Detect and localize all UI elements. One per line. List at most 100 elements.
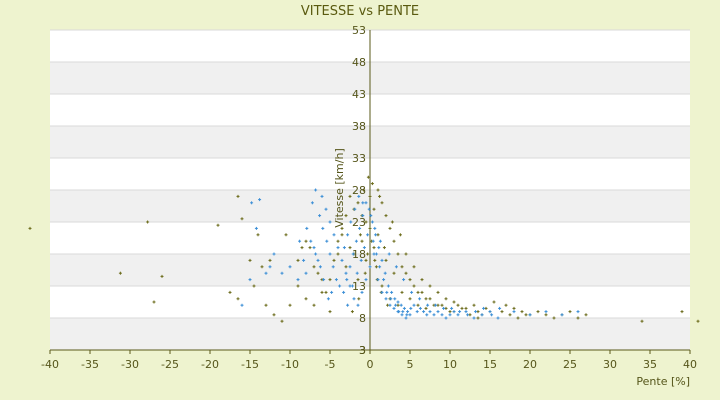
data-point (568, 310, 572, 314)
data-point (426, 303, 430, 307)
data-point (422, 310, 426, 314)
data-point (314, 188, 318, 192)
data-point (300, 246, 304, 250)
data-point (280, 319, 284, 323)
data-point (380, 290, 384, 294)
data-point (516, 316, 520, 320)
data-point (366, 175, 370, 179)
data-point (216, 223, 220, 227)
data-point (440, 313, 444, 317)
data-point (280, 271, 284, 275)
data-point (349, 220, 353, 224)
data-point (236, 194, 240, 198)
data-point (336, 252, 340, 256)
data-point (318, 214, 322, 218)
data-point (400, 265, 404, 269)
data-point (402, 278, 406, 282)
data-point (321, 226, 325, 230)
data-point (508, 313, 512, 317)
data-point (328, 220, 332, 224)
data-point (584, 313, 588, 317)
data-point (450, 306, 454, 310)
data-point (377, 246, 381, 250)
data-point (324, 207, 328, 211)
data-point (418, 297, 422, 301)
data-point (424, 297, 428, 301)
data-point (490, 313, 494, 317)
data-point (399, 303, 403, 307)
data-point (345, 278, 349, 282)
data-point (342, 246, 346, 250)
x-tick-label: 15 (483, 358, 497, 371)
data-point (314, 252, 318, 256)
data-point (696, 319, 700, 323)
data-point (392, 239, 396, 243)
data-point (415, 310, 419, 314)
data-point (458, 310, 462, 314)
data-point (340, 233, 344, 237)
data-point (350, 310, 354, 314)
data-points (28, 175, 700, 323)
data-point (364, 220, 368, 224)
y-tick-label: 43 (352, 88, 366, 101)
data-point (252, 284, 256, 288)
data-point (406, 310, 410, 314)
data-point (344, 271, 348, 275)
data-point (353, 207, 357, 211)
data-point (394, 303, 398, 307)
x-tick-label: 20 (523, 358, 537, 371)
data-point (312, 303, 316, 307)
data-point (320, 290, 324, 294)
data-point (500, 310, 504, 314)
data-point (474, 310, 478, 314)
data-point (374, 233, 378, 237)
data-point (398, 233, 402, 237)
data-point (336, 239, 340, 243)
data-point (416, 290, 420, 294)
data-point (260, 265, 264, 269)
data-point (456, 313, 460, 317)
data-point (356, 201, 360, 205)
data-point (284, 233, 288, 237)
data-point (372, 246, 376, 250)
data-point (356, 303, 360, 307)
y-tick-label: 8 (359, 312, 366, 325)
data-point (340, 226, 344, 230)
data-point (482, 306, 486, 310)
data-point (408, 278, 412, 282)
data-point (338, 284, 342, 288)
data-point (348, 246, 352, 250)
data-point (389, 297, 393, 301)
data-point (308, 246, 312, 250)
x-tick-label: 35 (643, 358, 657, 371)
data-point (334, 278, 338, 282)
data-point (370, 220, 374, 224)
data-point (544, 313, 548, 317)
data-point (384, 297, 388, 301)
data-point (444, 297, 448, 301)
data-point (396, 300, 400, 304)
data-point (312, 265, 316, 269)
data-point (436, 310, 440, 314)
data-point (512, 306, 516, 310)
data-point (368, 194, 372, 198)
data-point (346, 303, 350, 307)
data-point (390, 220, 394, 224)
data-point (444, 316, 448, 320)
data-point (344, 265, 348, 269)
data-point (356, 278, 360, 282)
data-point (424, 306, 428, 310)
data-point (310, 201, 314, 205)
data-point (448, 313, 452, 317)
data-point (316, 271, 320, 275)
data-point (325, 239, 329, 243)
y-tick-label: 3 (359, 344, 366, 357)
data-point (383, 271, 387, 275)
data-point (160, 274, 164, 278)
data-point (352, 297, 356, 301)
data-point (373, 258, 377, 262)
data-point (366, 233, 370, 237)
data-point (366, 252, 370, 256)
data-point (369, 214, 373, 218)
